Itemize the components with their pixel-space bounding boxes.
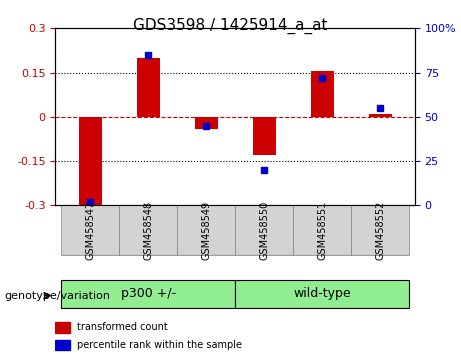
- Bar: [253, 117, 276, 155]
- FancyBboxPatch shape: [235, 205, 293, 255]
- Text: GSM458548: GSM458548: [143, 200, 153, 260]
- FancyBboxPatch shape: [61, 205, 119, 255]
- Bar: [368, 114, 392, 117]
- Text: GSM458551: GSM458551: [317, 200, 327, 260]
- Text: transformed count: transformed count: [77, 322, 168, 332]
- Text: p300 +/-: p300 +/-: [121, 287, 176, 300]
- FancyBboxPatch shape: [351, 205, 409, 255]
- Text: GSM458547: GSM458547: [85, 200, 95, 260]
- FancyBboxPatch shape: [293, 205, 351, 255]
- Text: GSM458552: GSM458552: [375, 200, 385, 260]
- Bar: [195, 117, 218, 129]
- FancyBboxPatch shape: [235, 280, 409, 308]
- FancyBboxPatch shape: [61, 280, 235, 308]
- Bar: [78, 117, 102, 207]
- FancyBboxPatch shape: [119, 205, 177, 255]
- Bar: [136, 58, 160, 117]
- FancyBboxPatch shape: [177, 205, 235, 255]
- Text: percentile rank within the sample: percentile rank within the sample: [77, 340, 242, 350]
- Text: genotype/variation: genotype/variation: [5, 291, 111, 301]
- Text: wild-type: wild-type: [293, 287, 351, 300]
- Text: GSM458549: GSM458549: [201, 200, 211, 260]
- Bar: [55, 340, 70, 350]
- Text: GDS3598 / 1425914_a_at: GDS3598 / 1425914_a_at: [133, 18, 328, 34]
- Bar: [311, 71, 334, 117]
- Bar: [55, 322, 70, 333]
- Text: GSM458550: GSM458550: [259, 200, 269, 260]
